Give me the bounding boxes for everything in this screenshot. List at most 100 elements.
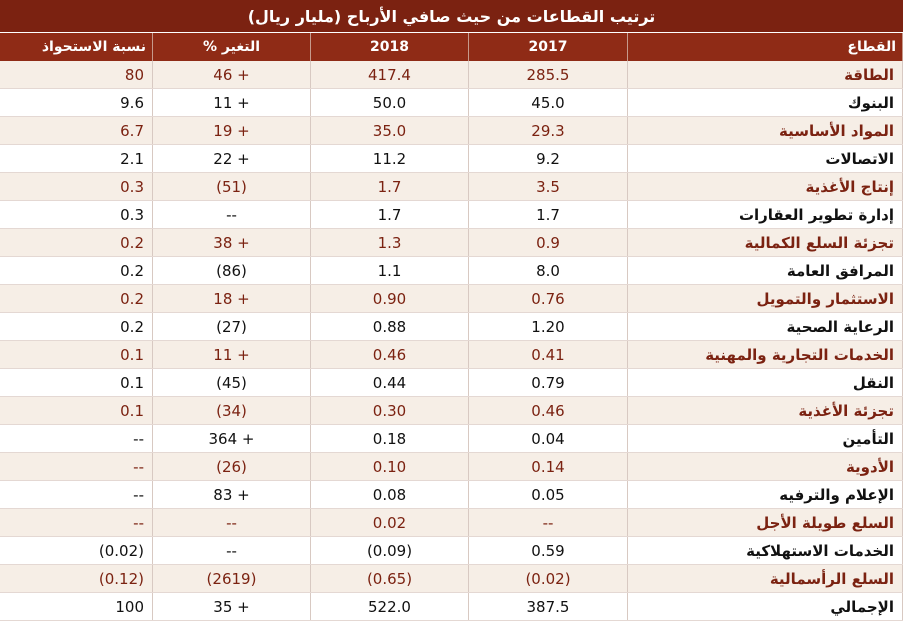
cell-sector: الرعاية الصحية	[627, 312, 903, 341]
cell-sector: الاتصالات	[627, 144, 903, 173]
cell-change: --	[152, 536, 311, 565]
cell-2017: 3.5	[468, 172, 628, 201]
cell-sector: التأمين	[627, 424, 903, 453]
table-row: التأمين 0.04 0.18 364 + --	[0, 424, 903, 453]
table-row: السلع الرأسمالية (0.02) (0.65) (2619) (0.12)	[0, 564, 903, 593]
cell-change: (27)	[152, 312, 311, 341]
cell-2018: 417.4	[310, 61, 469, 89]
cell-2017: 8.0	[468, 256, 628, 285]
cell-2017: --	[468, 508, 628, 537]
cell-change: (86)	[152, 256, 311, 285]
cell-change: --	[152, 508, 311, 537]
table-row: الطاقة 285.5 417.4 46 +80	[0, 61, 903, 89]
cell-sector: البنوك	[627, 88, 903, 117]
cell-2018: 1.7	[310, 200, 469, 229]
cell-2018: 1.1	[310, 256, 469, 285]
cell-2017: 0.04	[468, 424, 628, 453]
cell-2018: 0.10	[310, 452, 469, 481]
cell-share: --	[0, 480, 153, 509]
cell-share: 0.1	[0, 368, 153, 397]
cell-sector: الخدمات التجارية والمهنية	[627, 340, 903, 369]
cell-sector: تجزئة السلع الكمالية	[627, 228, 903, 257]
cell-2018: 11.2	[310, 144, 469, 173]
cell-change: (34)	[152, 396, 311, 425]
cell-change: 83 +	[152, 480, 311, 509]
cell-2018: (0.09)	[310, 536, 469, 565]
cell-share: --	[0, 508, 153, 537]
table-row: المواد الأساسية 29.3 35.0 19 +6.7	[0, 116, 903, 145]
cell-change: (45)	[152, 368, 311, 397]
cell-share: 0.2	[0, 228, 153, 257]
cell-2017: 1.7	[468, 200, 628, 229]
cell-share: 0.2	[0, 312, 153, 341]
table-row: الإجمالي 387.5 522.0 35 +100	[0, 592, 903, 621]
cell-sector: المرافق العامة	[627, 256, 903, 285]
cell-change: 22 +	[152, 144, 311, 173]
cell-share: (0.02)	[0, 536, 153, 565]
table-row: البنوك 45.0 50.0 11 +9.6	[0, 88, 903, 117]
cell-2018: 522.0	[310, 592, 469, 621]
cell-change: (2619)	[152, 564, 311, 593]
cell-sector: إنتاج الأغذية	[627, 172, 903, 201]
cell-sector: الخدمات الاستهلاكية	[627, 536, 903, 565]
table-row: النقل 0.79 0.44 (45) 0.1	[0, 368, 903, 397]
cell-2018: 0.18	[310, 424, 469, 453]
table-row: الخدمات الاستهلاكية 0.59 (0.09) -- (0.02)	[0, 536, 903, 565]
cell-share: 0.1	[0, 396, 153, 425]
table-row: إدارة تطوير العقارات 1.7 1.7 -- 0.3	[0, 200, 903, 229]
cell-share: 0.3	[0, 172, 153, 201]
table-row: السلع طويلة الأجل -- 0.02 -- --	[0, 508, 903, 537]
cell-sector: المواد الأساسية	[627, 116, 903, 145]
cell-2018: 0.46	[310, 340, 469, 369]
cell-2018: 50.0	[310, 88, 469, 117]
cell-2017: 1.20	[468, 312, 628, 341]
table-row: الأدوية 0.14 0.10 (26) --	[0, 452, 903, 481]
cell-2017: 0.14	[468, 452, 628, 481]
cell-2017: 45.0	[468, 88, 628, 117]
cell-2017: 29.3	[468, 116, 628, 145]
cell-sector: إدارة تطوير العقارات	[627, 200, 903, 229]
table-row: الاستثمار والتمويل 0.76 0.90 18 +0.2	[0, 284, 903, 313]
cell-2017: 0.79	[468, 368, 628, 397]
table-row: الإعلام والترفيه 0.05 0.08 83 + --	[0, 480, 903, 509]
cell-change: 11 +	[152, 88, 311, 117]
sector-profit-table: القطاع 2017 2018 التغير % نسبة الاستحواذ…	[0, 33, 903, 621]
cell-2017: 0.76	[468, 284, 628, 313]
cell-sector: الطاقة	[627, 61, 903, 89]
cell-change: 35 +	[152, 592, 311, 621]
cell-2018: (0.65)	[310, 564, 469, 593]
cell-2018: 35.0	[310, 116, 469, 145]
cell-sector: النقل	[627, 368, 903, 397]
cell-2017: 0.46	[468, 396, 628, 425]
cell-2017: 285.5	[468, 61, 628, 89]
table-row: تجزئة السلع الكمالية 0.9 1.3 38 +0.2	[0, 228, 903, 257]
table-row: الخدمات التجارية والمهنية 0.41 0.46 11 +0.1	[0, 340, 903, 369]
cell-2018: 1.3	[310, 228, 469, 257]
cell-2018: 0.02	[310, 508, 469, 537]
cell-share: 0.3	[0, 200, 153, 229]
cell-change: 11 +	[152, 340, 311, 369]
cell-sector: الاستثمار والتمويل	[627, 284, 903, 313]
cell-share: 0.2	[0, 284, 153, 313]
cell-sector: الأدوية	[627, 452, 903, 481]
header-sector: القطاع	[627, 33, 903, 61]
cell-2017: (0.02)	[468, 564, 628, 593]
header-2018: 2018	[310, 33, 469, 61]
cell-share: --	[0, 424, 153, 453]
cell-2017: 0.05	[468, 480, 628, 509]
table-row: إنتاج الأغذية 3.5 1.7 (51) 0.3	[0, 172, 903, 201]
cell-2018: 0.90	[310, 284, 469, 313]
cell-share: 2.1	[0, 144, 153, 173]
cell-2017: 9.2	[468, 144, 628, 173]
cell-2018: 0.44	[310, 368, 469, 397]
cell-change: 18 +	[152, 284, 311, 313]
header-2017: 2017	[468, 33, 628, 61]
cell-2018: 0.88	[310, 312, 469, 341]
cell-change: 364 +	[152, 424, 311, 453]
cell-change: (51)	[152, 172, 311, 201]
cell-share: 6.7	[0, 116, 153, 145]
cell-2017: 0.59	[468, 536, 628, 565]
cell-2017: 0.41	[468, 340, 628, 369]
cell-2018: 0.30	[310, 396, 469, 425]
table-row: الرعاية الصحية 1.20 0.88 (27) 0.2	[0, 312, 903, 341]
